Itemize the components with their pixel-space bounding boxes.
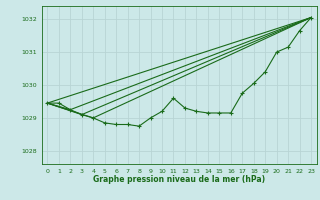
X-axis label: Graphe pression niveau de la mer (hPa): Graphe pression niveau de la mer (hPa) [93,175,265,184]
